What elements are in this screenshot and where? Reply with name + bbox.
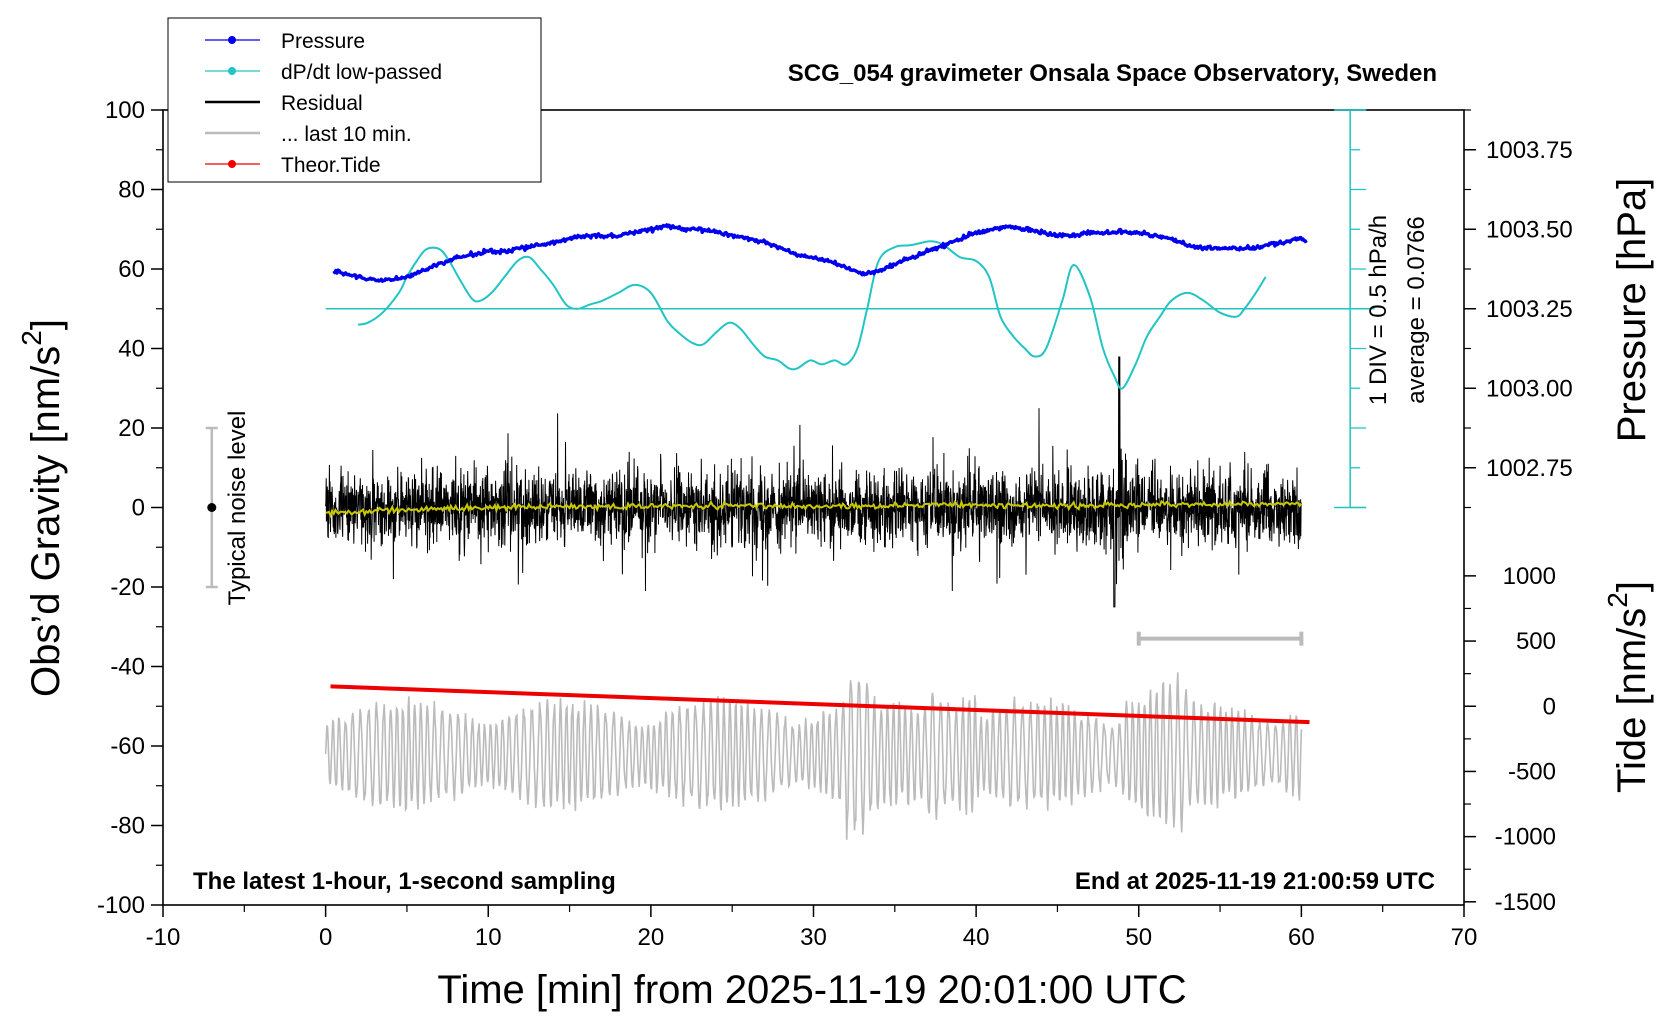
legend-label: Pressure <box>281 30 365 53</box>
x-axis: -10 0 10 20 30 40 50 60 70 <box>146 905 1478 951</box>
y-tick-label: -60 <box>110 733 145 760</box>
legend-swatch-marker <box>228 67 236 75</box>
y-axis-left-label-end: ] <box>24 319 68 330</box>
x-tick-label: 70 <box>1451 924 1478 951</box>
legend-label: ... last 10 min. <box>281 123 412 146</box>
y-axis-tide-label-main: Tide [nm/s <box>1610 608 1654 793</box>
noise-center-dot <box>207 503 217 512</box>
x-tick-label: 30 <box>800 924 827 951</box>
y-axis-left-label: Obs’d Gravity [nm/s2] <box>16 319 68 697</box>
dpdt-scale-label: 1 DIV = 0.5 hPa/h <box>1365 215 1392 405</box>
last10-line <box>324 672 1303 840</box>
y-axis-left-label-sup: 2 <box>16 330 47 346</box>
dpdt-scale-axis <box>325 109 1375 509</box>
residual-line <box>325 356 1302 608</box>
footer-right: End at 2025-11-19 21:00:59 UTC <box>1075 868 1435 895</box>
pressure-line <box>332 223 1308 283</box>
y-tick-label: 0 <box>132 495 145 522</box>
y-axis-pressure-label: Pressure [hPa] <box>1610 178 1654 443</box>
pressure-tick-label: 1003.50 <box>1486 216 1573 243</box>
x-tick-label: 40 <box>963 924 990 951</box>
y-tick-label: -100 <box>97 892 145 919</box>
legend-label: Residual <box>281 92 363 115</box>
tide-tick-label: -1000 <box>1495 824 1556 851</box>
y-tick-label: -20 <box>110 574 145 601</box>
footer-left: The latest 1-hour, 1-second sampling <box>193 868 616 895</box>
noise-level-indicator <box>205 426 218 589</box>
last10-range-bar <box>1136 631 1304 646</box>
pressure-series <box>332 223 1308 283</box>
residual-series <box>325 356 1302 608</box>
y-axis-pressure: 1003.75 1003.50 1003.25 1003.00 1002.75 <box>1464 109 1573 509</box>
dpdt-average-label: average = 0.0766 <box>1403 216 1430 404</box>
tide-tick-label: 0 <box>1543 693 1556 720</box>
legend: Pressure dP/dt low-passed Residual ... last… <box>167 17 542 183</box>
y-axis-tide: 1000 500 0 -500 -1000 -1500 <box>1464 563 1556 916</box>
tide-tick-label: 1000 <box>1503 563 1556 590</box>
x-tick-label: 10 <box>475 924 502 951</box>
y-axis-tide-label-end: ] <box>1610 581 1654 592</box>
last10-series <box>324 672 1303 840</box>
pressure-tick-label: 1003.75 <box>1486 137 1573 164</box>
y-tick-label: 100 <box>105 97 145 124</box>
x-tick-label: 20 <box>638 924 665 951</box>
y-axis-left: 100 80 60 40 20 0 -20 -40 -60 -80 -100 <box>97 97 163 919</box>
y-axis-left-label-main: Obs’d Gravity [nm/s <box>24 346 68 697</box>
dpdt-series <box>357 240 1267 390</box>
y-tick-label: 60 <box>118 256 145 283</box>
y-axis-tide-label: Tide [nm/s2] <box>1602 581 1654 793</box>
x-tick-label: 50 <box>1125 924 1152 951</box>
y-axis-tide-label-sup: 2 <box>1602 592 1633 608</box>
tide-tick-label: -1500 <box>1495 889 1556 916</box>
y-tick-label: -40 <box>110 654 145 681</box>
y-tick-label: 80 <box>118 177 145 204</box>
legend-label: Theor.Tide <box>281 154 381 177</box>
tide-line <box>330 684 1310 725</box>
tide-tick-label: 500 <box>1516 628 1556 655</box>
y-tick-label: 20 <box>118 415 145 442</box>
tide-tick-label: -500 <box>1508 758 1556 785</box>
chart-title: SCG_054 gravimeter Onsala Space Observat… <box>788 60 1437 87</box>
pressure-tick-label: 1003.25 <box>1486 296 1573 323</box>
tide-series <box>330 684 1310 725</box>
dpdt-line <box>357 240 1267 390</box>
x-tick-label: -10 <box>146 924 181 951</box>
legend-box <box>167 17 542 183</box>
legend-swatch-marker <box>228 36 236 44</box>
x-axis-label: Time [min] from 2025-11-19 20:01:00 UTC <box>437 968 1186 1012</box>
legend-label: dP/dt low-passed <box>281 61 442 84</box>
residual-smooth-line <box>325 498 1303 519</box>
y-tick-label: 40 <box>118 336 145 363</box>
legend-swatch-marker <box>228 160 236 168</box>
residual-smooth-series <box>325 498 1303 519</box>
x-tick-label: 60 <box>1288 924 1315 951</box>
y-tick-label: -80 <box>110 813 145 840</box>
x-tick-label: 0 <box>319 924 332 951</box>
pressure-tick-label: 1002.75 <box>1486 455 1573 482</box>
noise-level-label: Typical noise level <box>224 411 251 606</box>
pressure-tick-label: 1003.00 <box>1486 375 1573 402</box>
